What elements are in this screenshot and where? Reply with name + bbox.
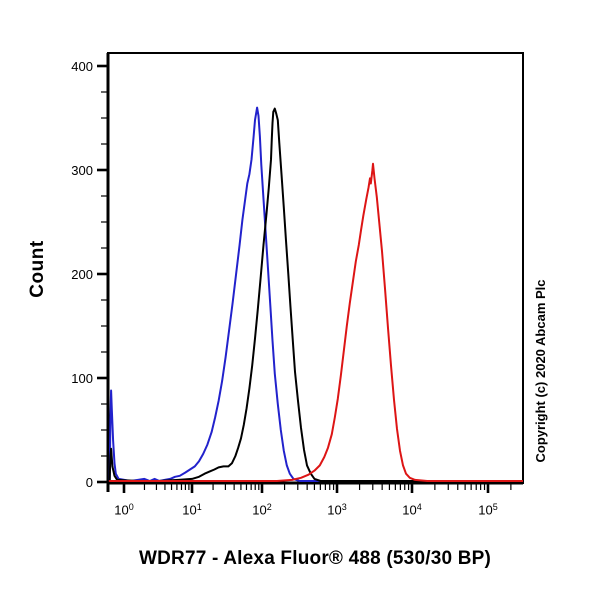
y-tick-label: 100 bbox=[71, 371, 93, 386]
x-tick-exponent: 2 bbox=[266, 502, 272, 512]
x-tick-exponent: 1 bbox=[196, 502, 202, 512]
x-tick-base: 10 bbox=[182, 502, 197, 518]
x-axis-title: WDR77 - Alexa Fluor® 488 (530/30 BP) bbox=[138, 548, 492, 569]
y-tick-label: 300 bbox=[71, 163, 93, 178]
x-tick-base: 10 bbox=[327, 502, 342, 518]
x-tick-label: 102 bbox=[240, 499, 284, 517]
y-axis-label: Count bbox=[27, 240, 48, 298]
copyright-notice: Copyright (c) 2020 Abcam Plc bbox=[533, 279, 548, 463]
x-tick-label: 101 bbox=[170, 499, 214, 517]
blue-curve bbox=[108, 106, 523, 482]
x-tick-exponent: 5 bbox=[492, 502, 498, 512]
x-tick-base: 10 bbox=[402, 502, 417, 518]
x-tick-base: 10 bbox=[478, 502, 493, 518]
y-tick-label: 200 bbox=[71, 267, 93, 282]
x-tick-label: 105 bbox=[466, 499, 510, 517]
x-tick-label: 103 bbox=[315, 499, 359, 517]
x-tick-exponent: 4 bbox=[416, 502, 422, 512]
x-tick-label: 100 bbox=[102, 499, 146, 517]
x-tick-exponent: 3 bbox=[341, 502, 347, 512]
plot-frame bbox=[107, 52, 524, 484]
red-curve bbox=[108, 162, 523, 482]
black-curve bbox=[108, 107, 523, 482]
y-tick-label: 400 bbox=[71, 59, 93, 74]
x-tick-exponent: 0 bbox=[128, 502, 134, 512]
x-tick-base: 10 bbox=[114, 502, 129, 518]
x-tick-label: 104 bbox=[390, 499, 434, 517]
curves-group bbox=[108, 106, 523, 482]
y-tick-label: 0 bbox=[85, 475, 93, 490]
x-tick-base: 10 bbox=[252, 502, 267, 518]
